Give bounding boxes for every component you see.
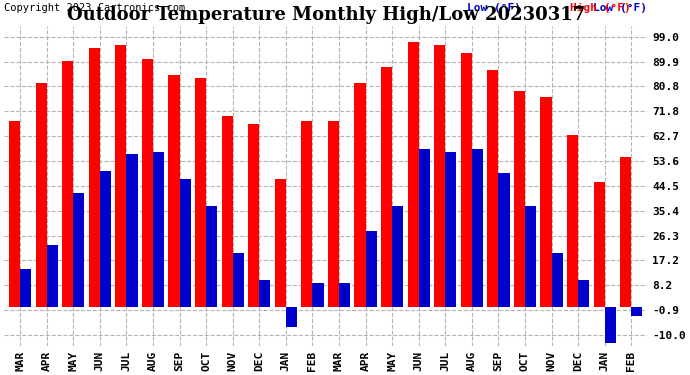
Bar <box>419 149 430 308</box>
Text: Low (°F): Low (°F) <box>593 3 647 13</box>
Bar <box>115 45 126 308</box>
Bar <box>179 179 190 308</box>
Bar <box>20 269 31 308</box>
Bar <box>578 280 589 308</box>
Bar <box>472 149 483 308</box>
Bar <box>445 152 456 308</box>
Bar <box>206 206 217 308</box>
Bar <box>514 92 525 308</box>
Bar <box>168 75 179 307</box>
Bar <box>551 253 563 308</box>
Bar <box>126 154 137 308</box>
Bar <box>248 124 259 308</box>
Bar <box>525 206 536 308</box>
Bar <box>89 48 100 308</box>
Bar <box>100 171 111 308</box>
Bar <box>221 116 233 308</box>
Bar <box>593 182 604 308</box>
Bar <box>328 122 339 308</box>
Bar <box>392 206 403 308</box>
Bar <box>381 67 392 308</box>
Bar <box>339 283 350 308</box>
Bar <box>313 283 324 308</box>
Bar <box>286 308 297 327</box>
Title: Outdoor Temperature Monthly High/Low 20230317: Outdoor Temperature Monthly High/Low 202… <box>66 6 585 24</box>
Bar <box>408 42 419 308</box>
Text: Copyright 2023 Cartronics.com: Copyright 2023 Cartronics.com <box>4 3 186 13</box>
Bar <box>195 78 206 308</box>
Bar <box>567 135 578 308</box>
Bar <box>259 280 270 308</box>
Bar <box>434 45 445 308</box>
Bar <box>355 83 366 308</box>
Bar <box>366 231 377 308</box>
Bar <box>487 69 498 308</box>
Bar <box>498 173 510 308</box>
Bar <box>620 157 631 308</box>
Bar <box>233 253 244 308</box>
Bar <box>73 193 84 308</box>
Text: Low (°F): Low (°F) <box>467 3 521 13</box>
Bar <box>47 244 58 308</box>
Bar <box>604 308 616 343</box>
Bar <box>275 179 286 308</box>
Bar <box>302 122 313 308</box>
Bar <box>62 61 73 308</box>
Bar <box>631 308 642 316</box>
Text: High (°F): High (°F) <box>570 3 631 13</box>
Bar <box>35 83 47 308</box>
Bar <box>142 58 153 308</box>
Bar <box>9 122 20 308</box>
Bar <box>153 152 164 308</box>
Bar <box>461 53 472 307</box>
Bar <box>540 97 551 308</box>
